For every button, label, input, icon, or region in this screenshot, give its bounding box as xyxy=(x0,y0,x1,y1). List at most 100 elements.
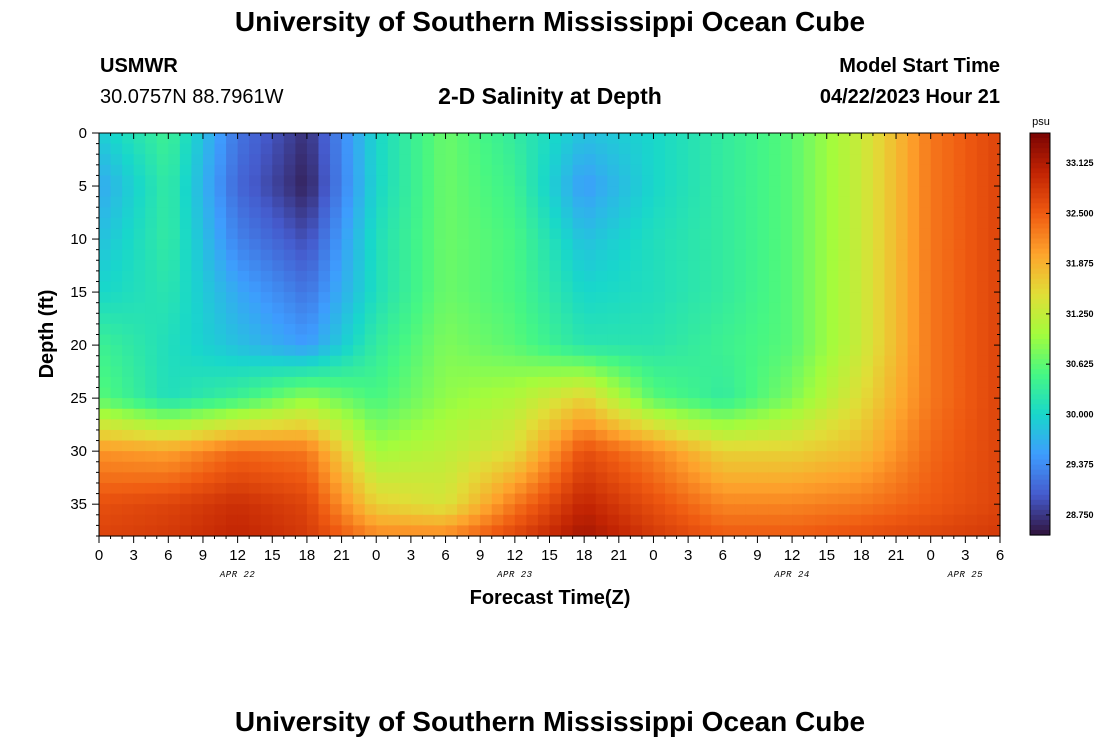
heatmap-cell xyxy=(537,281,551,293)
heatmap-cell xyxy=(468,419,481,431)
heatmap-cell xyxy=(792,154,805,166)
heatmap-cell xyxy=(653,398,666,410)
heatmap-cell xyxy=(306,345,320,357)
heatmap-cell xyxy=(179,228,193,240)
heatmap-cell xyxy=(780,281,793,293)
heatmap-cell xyxy=(353,239,366,251)
x-tick-label: 6 xyxy=(164,547,172,564)
heatmap-cell xyxy=(341,429,354,442)
heatmap-cell xyxy=(214,376,227,389)
heatmap-cell xyxy=(191,228,204,240)
heatmap-cell xyxy=(549,186,562,198)
heatmap-cell xyxy=(549,281,562,293)
heatmap-cell xyxy=(214,345,227,357)
heatmap-cell xyxy=(387,249,400,261)
heatmap-cell xyxy=(942,281,955,293)
heatmap-cell xyxy=(549,355,562,367)
heatmap-cell xyxy=(156,217,169,230)
heatmap-cell xyxy=(260,270,273,283)
heatmap-cell xyxy=(191,525,204,537)
heatmap-cell xyxy=(803,482,816,495)
heatmap-cell xyxy=(976,493,990,505)
heatmap-cell xyxy=(838,429,851,442)
heatmap-cell xyxy=(699,398,712,410)
heatmap-cell xyxy=(780,228,793,240)
heatmap-cell xyxy=(457,504,470,516)
heatmap-cell xyxy=(653,217,666,230)
heatmap-cell xyxy=(249,270,262,283)
heatmap-cell xyxy=(179,514,193,526)
heatmap-cell xyxy=(353,419,366,431)
heatmap-cell xyxy=(630,239,643,251)
heatmap-cell xyxy=(561,292,574,304)
heatmap-cell xyxy=(826,292,839,304)
heatmap-cell xyxy=(422,366,435,378)
heatmap-cell xyxy=(433,366,447,378)
heatmap-cell xyxy=(688,408,701,420)
heatmap-cell xyxy=(260,472,273,484)
heatmap-cell xyxy=(792,133,805,145)
heatmap-cell xyxy=(919,302,932,314)
heatmap-cell xyxy=(988,186,1001,198)
x-tick-label: 12 xyxy=(229,547,246,564)
heatmap-cell xyxy=(110,186,123,198)
heatmap-cell xyxy=(930,398,943,410)
heatmap-cell xyxy=(930,270,943,283)
heatmap-cell xyxy=(156,302,169,314)
colorbar-swatch xyxy=(1030,188,1050,194)
heatmap-cell xyxy=(122,472,135,484)
heatmap-cell xyxy=(896,493,909,505)
heatmap-cell xyxy=(584,493,597,505)
colorbar-unit: psu xyxy=(1032,116,1050,128)
heatmap-cell xyxy=(514,461,527,473)
heatmap-cell xyxy=(803,228,816,240)
heatmap-cell xyxy=(734,143,747,155)
heatmap-cell xyxy=(722,313,735,325)
heatmap-cell xyxy=(976,472,990,484)
heatmap-cell xyxy=(803,398,816,410)
heatmap-cell xyxy=(815,154,828,166)
heatmap-cell xyxy=(306,482,320,495)
heatmap-cell xyxy=(491,419,504,431)
heatmap-cell xyxy=(260,504,273,516)
heatmap-cell xyxy=(364,133,377,145)
heatmap-cell xyxy=(145,164,158,177)
heatmap-cell xyxy=(353,323,366,336)
heatmap-cell xyxy=(976,398,990,410)
heatmap-cell xyxy=(780,366,793,378)
heatmap-cell xyxy=(815,260,828,272)
heatmap-cell xyxy=(849,345,862,357)
heatmap-cell xyxy=(514,345,527,357)
heatmap-cell xyxy=(353,313,366,325)
heatmap-cell xyxy=(422,514,435,526)
heatmap-cell xyxy=(572,164,585,177)
heatmap-cell xyxy=(688,260,701,272)
heatmap-cell xyxy=(503,154,516,166)
heatmap-cell xyxy=(122,461,135,473)
heatmap-cell xyxy=(122,154,135,166)
heatmap-cell xyxy=(930,482,943,495)
heatmap-cell xyxy=(353,270,366,283)
heatmap-cell xyxy=(249,143,262,155)
heatmap-cell xyxy=(861,387,874,399)
heatmap-cell xyxy=(179,270,193,283)
heatmap-cell xyxy=(884,440,897,452)
heatmap-cell xyxy=(711,376,724,389)
heatmap-cell xyxy=(526,429,539,442)
heatmap-cell xyxy=(249,313,262,325)
heatmap-cell xyxy=(433,525,447,537)
heatmap-cell xyxy=(988,323,1001,336)
heatmap-cell xyxy=(480,525,493,537)
heatmap-cell xyxy=(884,154,897,166)
heatmap-cell xyxy=(226,419,239,431)
heatmap-cell xyxy=(872,249,886,261)
heatmap-cell xyxy=(122,493,135,505)
heatmap-cell xyxy=(468,313,481,325)
colorbar-swatch xyxy=(1030,459,1050,466)
colorbar-swatch xyxy=(1030,469,1050,476)
heatmap-cell xyxy=(318,260,331,272)
heatmap-cell xyxy=(191,164,204,177)
heatmap-cell xyxy=(410,196,424,208)
heatmap-cell xyxy=(607,164,620,177)
